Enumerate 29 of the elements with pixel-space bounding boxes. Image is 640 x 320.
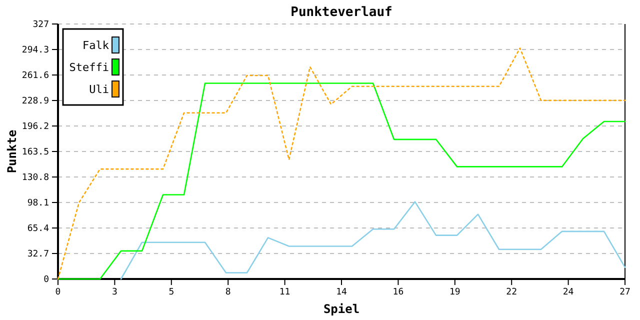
line-series	[120, 201, 626, 280]
x-tick-label: 16	[392, 287, 404, 298]
legend-label: Uli	[89, 83, 109, 96]
x-tick-label: 24	[562, 287, 574, 298]
y-tick-label: 32.7	[27, 249, 49, 260]
legend-label: Steffi	[69, 61, 109, 74]
y-axis-title: Punkte	[5, 130, 19, 174]
y-tick-label: 327	[32, 20, 49, 30]
y-tick-label: 65.4	[27, 224, 49, 234]
y-tick-label: 228.9	[22, 96, 49, 106]
y-tick-label: 130.8	[22, 172, 49, 183]
y-tick-label: 0	[44, 274, 49, 285]
y-tick-label: 196.2	[22, 122, 49, 132]
legend-label: Falk	[82, 39, 110, 52]
x-tick-label: 5	[168, 287, 174, 298]
x-tick-label: 0	[55, 287, 61, 298]
chart-title: Punkteverlauf	[290, 5, 392, 20]
x-tick-label: 22	[506, 287, 518, 298]
y-tick-label: 163.5	[22, 147, 49, 158]
x-tick-label: 3	[112, 287, 118, 298]
x-axis-title: Spiel	[323, 302, 360, 316]
y-tick-label: 98.1	[27, 198, 49, 208]
y-tick-label: 261.6	[22, 70, 49, 81]
x-tick-label: 27	[620, 287, 630, 298]
x-tick-label: 8	[225, 287, 231, 298]
x-tick-label: 14	[336, 287, 347, 298]
x-tick-label: 19	[449, 287, 460, 298]
x-tick-label: 11	[279, 287, 290, 298]
y-tick-label: 294.3	[22, 45, 49, 56]
